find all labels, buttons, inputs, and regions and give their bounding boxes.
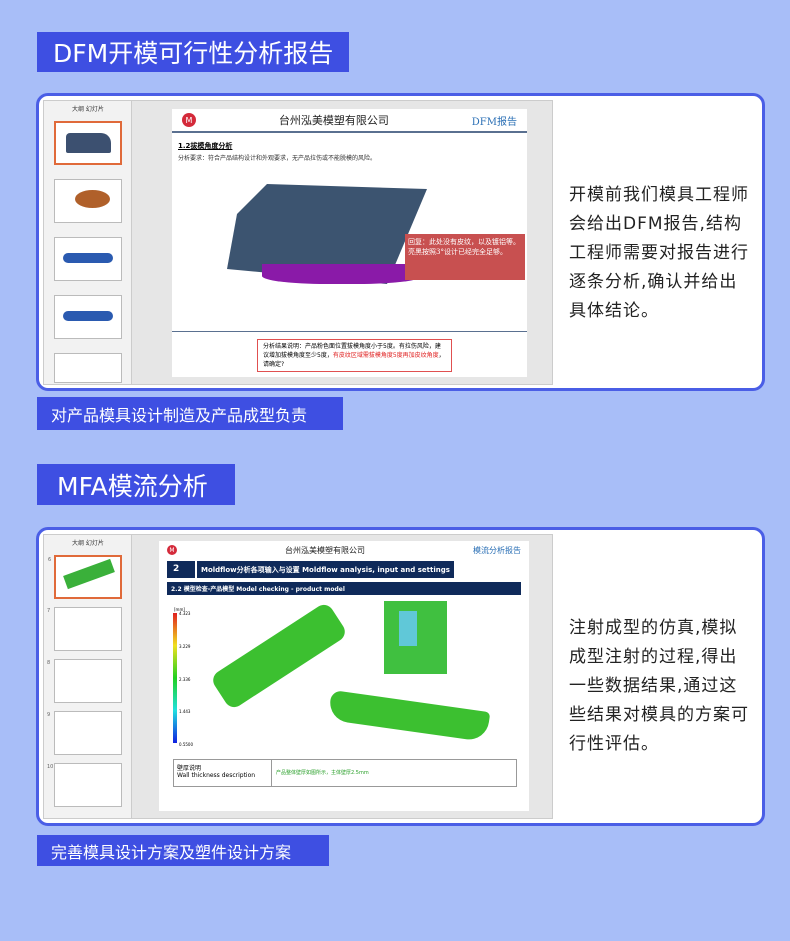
mfa-slide: M 台州泓美模塑有限公司 模流分析报告 2 Moldflow分析各项输入与设置 Mol… <box>159 541 529 811</box>
thumbnail[interactable]: 8 <box>47 659 122 703</box>
dfm-card: 大纲 幻灯片 M 台州泓美模塑有限公司 DFM报告 1.2拔模角度分析 分析要求：符… <box>36 93 765 391</box>
color-scale <box>173 613 177 743</box>
reply-box: 回复：此处没有皮纹，以及镀铝等。亮黑按照3°设计已经完全足够。 <box>405 234 525 280</box>
section2-label: 完善模具设计方案及塑件设计方案 <box>37 835 329 866</box>
company-name: 台州泓美模塑有限公司 <box>285 545 365 555</box>
wall-thickness-table: 壁厚说明 Wall thickness description 产品整体壁厚如图所… <box>173 759 517 787</box>
conclusion-box: 分析结果说明：产品粉色面位置拔模角度小于5度。有拉伤风险，建议增加拔模角度至少5… <box>257 339 452 372</box>
slide-thumbnails[interactable]: 大纲 幻灯片 6 7 8 9 10 <box>44 535 132 818</box>
slide-heading: 1.2拔模角度分析 <box>178 142 233 150</box>
thumbnail[interactable] <box>54 237 122 281</box>
mfa-card: 大纲 幻灯片 6 7 8 9 10 M 台州泓美模塑有限公司 模流分析报告 2 Mol… <box>36 527 765 826</box>
sub-banner: 2.2 模型检查-产品模型 Model checking - product m… <box>167 582 521 595</box>
slide-requirement: 分析要求：符合产品结构设计和外观要求，无产品拉伤或不能脱模的风险。 <box>178 155 377 162</box>
thumbnail[interactable] <box>54 295 122 339</box>
company-name: 台州泓美模塑有限公司 <box>278 114 389 127</box>
mfa-screenshot: 大纲 幻灯片 6 7 8 9 10 M 台州泓美模塑有限公司 模流分析报告 2 Mol… <box>43 534 553 819</box>
report-title: DFM报告 <box>471 116 517 128</box>
report-title: 模流分析报告 <box>473 545 521 555</box>
slide-thumbnails[interactable]: 大纲 幻灯片 <box>44 101 132 384</box>
thumbnail[interactable]: 10 <box>47 763 122 807</box>
thumbnail[interactable]: 9 <box>47 711 122 755</box>
thumbnail[interactable] <box>54 179 122 223</box>
thumbnail[interactable]: 6 <box>48 555 122 599</box>
thumbnail[interactable] <box>54 353 122 383</box>
part-edge <box>262 264 422 284</box>
section1-title: DFM开模可行性分析报告 <box>37 32 349 72</box>
thumbs-header: 大纲 幻灯片 <box>72 106 104 113</box>
thumbs-header: 大纲 幻灯片 <box>72 540 104 547</box>
section-number: 2 <box>167 561 195 578</box>
section2-title: MFA模流分析 <box>37 464 235 505</box>
scale-unit: [mm] <box>174 607 185 612</box>
dfm-screenshot: 大纲 幻灯片 M 台州泓美模塑有限公司 DFM报告 1.2拔模角度分析 分析要求：符… <box>43 100 553 385</box>
section1-label: 对产品模具设计制造及产品成型负责 <box>37 397 343 430</box>
company-logo: M <box>182 113 196 127</box>
thumbnail[interactable] <box>54 121 122 165</box>
section1-description: 开模前我们模具工程师会给出DFM报告,结构工程师需要对报告进行逐条分析,确认并给… <box>569 185 749 321</box>
thumbnail[interactable]: 7 <box>47 607 122 651</box>
section2-description: 注射成型的仿真,模拟成型注射的过程,得出一些数据结果,通过这些结果对模具的方案可… <box>569 618 749 754</box>
company-logo: M <box>167 545 177 555</box>
part-model-left <box>209 601 349 711</box>
part-model-right <box>327 690 491 742</box>
zoom-inset <box>384 601 447 674</box>
dfm-slide: M 台州泓美模塑有限公司 DFM报告 1.2拔模角度分析 分析要求：符合产品结构设计… <box>172 109 527 377</box>
section-banner: Moldflow分析各项输入与设置 Moldflow analysis, inp… <box>197 561 454 578</box>
